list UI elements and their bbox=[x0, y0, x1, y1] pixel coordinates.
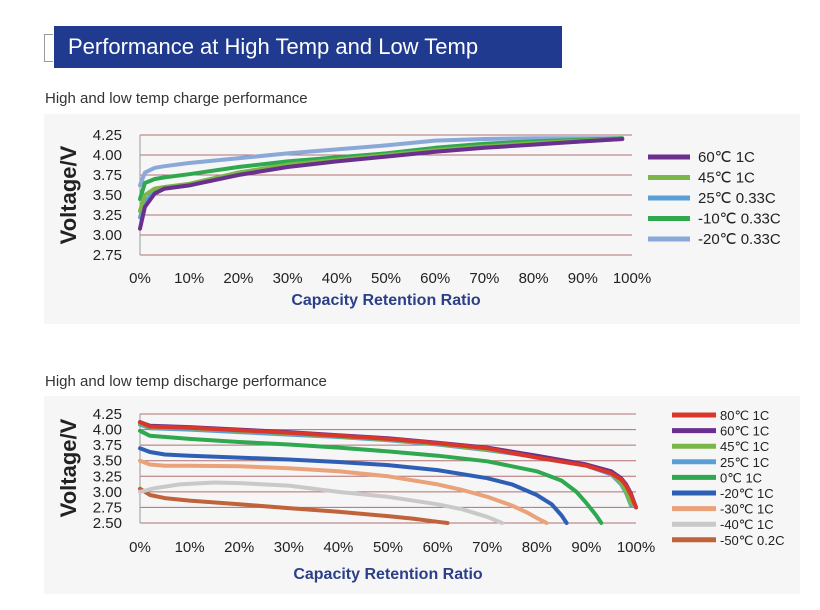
discharge-y-tick-label: 4.25 bbox=[93, 406, 122, 423]
charge-x-tick-label: 90% bbox=[568, 270, 598, 287]
charge-x-tick-label: 100% bbox=[613, 270, 651, 287]
charge-y-tick-label: 2.75 bbox=[93, 247, 122, 264]
charge-x-tick-label: 10% bbox=[174, 270, 204, 287]
charge-legend-label: 45℃ 1C bbox=[698, 170, 755, 187]
charge-x-tick-label: 0% bbox=[129, 270, 151, 287]
discharge-x-tick-label: 10% bbox=[175, 539, 205, 556]
discharge-series-line bbox=[138, 428, 604, 525]
discharge-x-tick-label: 100% bbox=[617, 539, 655, 556]
discharge-x-tick-label: 90% bbox=[571, 539, 601, 556]
discharge-legend-label: -50℃ 0.2C bbox=[720, 533, 784, 548]
discharge-x-tick-label: 60% bbox=[423, 539, 453, 556]
discharge-series-line bbox=[138, 446, 569, 525]
charge-legend-label: -10℃ 0.33C bbox=[698, 211, 781, 228]
charge-performance-chart: 4.25 4.00 3.75 3.50 3.25 3.00 2.75 0% 10% 20% 30% 4… bbox=[56, 127, 781, 309]
discharge-y-tick-label: 3.25 bbox=[93, 468, 122, 485]
charge-y-tick-label: 3.50 bbox=[93, 187, 122, 204]
discharge-x-tick-label: 70% bbox=[472, 539, 502, 556]
discharge-series-line bbox=[138, 458, 549, 525]
discharge-y-tick-label: 3.50 bbox=[93, 453, 122, 470]
discharge-y-tick-label: 2.50 bbox=[93, 515, 122, 532]
charge-x-tick-label: 20% bbox=[223, 270, 253, 287]
charge-y-tick-label: 4.25 bbox=[93, 127, 122, 144]
charge-x-tick-label: 80% bbox=[519, 270, 549, 287]
discharge-x-tick-label: 0% bbox=[129, 539, 151, 556]
header-bracket-decoration bbox=[44, 34, 53, 62]
charge-y-axis-label: Voltage/V bbox=[56, 145, 81, 244]
discharge-x-tick-label: 30% bbox=[274, 539, 304, 556]
discharge-legend-label: 45℃ 1C bbox=[720, 439, 769, 454]
discharge-legend-label: 80℃ 1C bbox=[720, 408, 769, 423]
charge-series-line bbox=[138, 136, 625, 188]
charge-x-tick-label: 60% bbox=[420, 270, 450, 287]
discharge-x-axis-label: Capacity Retention Ratio bbox=[293, 566, 483, 583]
charge-y-tick-label: 3.00 bbox=[93, 227, 122, 244]
discharge-series-line bbox=[138, 480, 505, 525]
charge-legend-label: -20℃ 0.33C bbox=[698, 231, 781, 248]
charge-chart-subtitle: High and low temp charge performance bbox=[45, 90, 308, 107]
charge-x-axis-label: Capacity Retention Ratio bbox=[291, 292, 481, 309]
discharge-y-tick-label: 2.75 bbox=[93, 499, 122, 516]
discharge-legend-label: -40℃ 1C bbox=[720, 517, 774, 532]
discharge-x-tick-label: 40% bbox=[323, 539, 353, 556]
charge-x-tick-label: 40% bbox=[322, 270, 352, 287]
discharge-legend-label: -20℃ 1C bbox=[720, 486, 774, 501]
page-title: Performance at High Temp and Low Temp bbox=[54, 26, 562, 68]
charge-series-line bbox=[138, 137, 625, 231]
discharge-y-tick-label: 3.75 bbox=[93, 437, 122, 454]
charge-x-tick-label: 30% bbox=[273, 270, 303, 287]
discharge-series-line bbox=[138, 420, 638, 510]
discharge-y-axis-label: Voltage/V bbox=[56, 418, 81, 517]
discharge-y-tick-label: 3.00 bbox=[93, 484, 122, 501]
charge-y-tick-label: 3.25 bbox=[93, 207, 122, 224]
discharge-series-line bbox=[138, 486, 450, 525]
charge-legend-label: 60℃ 1C bbox=[698, 149, 755, 166]
discharge-legend-label: 60℃ 1C bbox=[720, 424, 769, 439]
charge-x-tick-label: 70% bbox=[469, 270, 499, 287]
discharge-legend-label: 0℃ 1C bbox=[720, 470, 762, 485]
charge-y-tick-label: 3.75 bbox=[93, 167, 122, 184]
discharge-legend-label: -30℃ 1C bbox=[720, 502, 774, 517]
discharge-x-tick-label: 50% bbox=[373, 539, 403, 556]
discharge-legend-label: 25℃ 1C bbox=[720, 455, 769, 470]
charge-legend-label: 25℃ 0.33C bbox=[698, 190, 776, 207]
charge-x-tick-label: 50% bbox=[371, 270, 401, 287]
discharge-x-tick-label: 20% bbox=[224, 539, 254, 556]
discharge-x-tick-label: 80% bbox=[522, 539, 552, 556]
discharge-y-tick-label: 4.00 bbox=[93, 422, 122, 439]
discharge-chart-subtitle: High and low temp discharge performance bbox=[45, 373, 327, 390]
charge-y-tick-label: 4.00 bbox=[93, 147, 122, 164]
